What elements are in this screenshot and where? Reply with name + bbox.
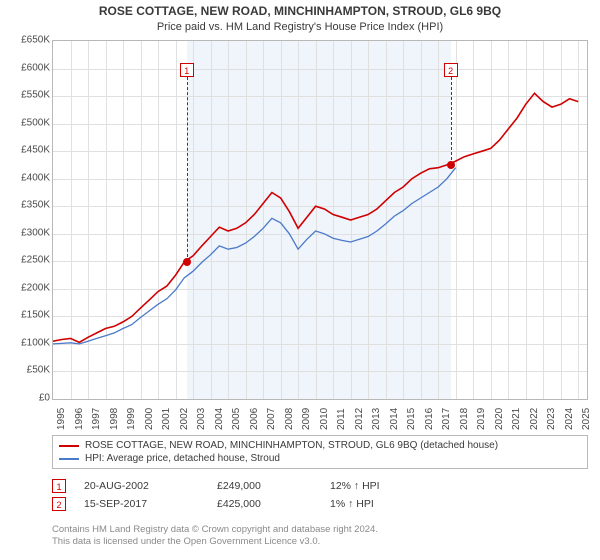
transaction-marker: 1 — [52, 479, 66, 493]
x-axis-tick: 2020 — [494, 408, 505, 430]
footnote: Contains HM Land Registry data © Crown c… — [52, 524, 378, 549]
x-axis-tick: 2015 — [406, 408, 417, 430]
transaction-row: 2 15-SEP-2017 £425,000 1% ↑ HPI — [52, 495, 588, 513]
y-axis-tick: £300K — [4, 227, 50, 238]
transaction-date: 15-SEP-2017 — [84, 498, 199, 510]
marker-dot — [183, 258, 191, 266]
x-axis-tick: 1998 — [109, 408, 120, 430]
x-axis-tick: 2000 — [144, 408, 155, 430]
x-axis-tick: 2002 — [179, 408, 190, 430]
plot-area: 12 — [52, 40, 588, 400]
footnote-line: Contains HM Land Registry data © Crown c… — [52, 524, 378, 536]
x-axis-tick: 2001 — [161, 408, 172, 430]
x-axis-tick: 2013 — [371, 408, 382, 430]
transaction-row: 1 20-AUG-2002 £249,000 12% ↑ HPI — [52, 477, 588, 495]
y-axis-tick: £200K — [4, 282, 50, 293]
x-axis-tick: 2005 — [231, 408, 242, 430]
marker-line — [451, 77, 452, 165]
series-hpi — [53, 168, 456, 344]
x-axis-tick: 2011 — [336, 408, 347, 430]
x-axis-tick: 2019 — [476, 408, 487, 430]
legend-item: HPI: Average price, detached house, Stro… — [59, 452, 581, 465]
x-axis-tick: 2021 — [511, 408, 522, 430]
x-axis-tick: 2014 — [389, 408, 400, 430]
marker-badge: 2 — [444, 63, 458, 77]
transaction-price: £249,000 — [217, 480, 312, 492]
marker-line — [187, 77, 188, 262]
x-axis-tick: 2006 — [249, 408, 260, 430]
transactions-table: 1 20-AUG-2002 £249,000 12% ↑ HPI 2 15-SEP-201… — [52, 477, 588, 513]
y-axis-tick: £0 — [4, 393, 50, 404]
x-axis-tick: 2004 — [214, 408, 225, 430]
chart-subtitle: Price paid vs. HM Land Registry's House … — [0, 20, 600, 33]
x-axis-tick: 2017 — [441, 408, 452, 430]
x-axis-tick: 2007 — [266, 408, 277, 430]
x-axis-tick: 2025 — [581, 408, 592, 430]
marker-dot — [447, 161, 455, 169]
y-axis-tick: £400K — [4, 172, 50, 183]
chart-container: ROSE COTTAGE, NEW ROAD, MINCHINHAMPTON, … — [0, 0, 600, 560]
marker-badge: 1 — [180, 63, 194, 77]
y-axis-tick: £450K — [4, 145, 50, 156]
line-series — [53, 41, 587, 399]
x-axis-tick: 2009 — [301, 408, 312, 430]
transaction-marker: 2 — [52, 497, 66, 511]
legend-item: ROSE COTTAGE, NEW ROAD, MINCHINHAMPTON, … — [59, 439, 581, 452]
y-axis-tick: £650K — [4, 35, 50, 46]
legend-swatch — [59, 445, 79, 447]
x-axis-tick: 2024 — [564, 408, 575, 430]
x-axis-tick: 2023 — [546, 408, 557, 430]
x-axis-tick: 2018 — [459, 408, 470, 430]
footnote-line: This data is licensed under the Open Gov… — [52, 536, 378, 548]
transaction-hpi-delta: 1% ↑ HPI — [330, 498, 374, 510]
y-axis-tick: £350K — [4, 200, 50, 211]
y-axis-tick: £100K — [4, 337, 50, 348]
x-axis-tick: 2010 — [319, 408, 330, 430]
y-axis-tick: £50K — [4, 365, 50, 376]
transaction-date: 20-AUG-2002 — [84, 480, 199, 492]
legend-label: ROSE COTTAGE, NEW ROAD, MINCHINHAMPTON, … — [85, 439, 498, 452]
x-axis-tick: 1996 — [74, 408, 85, 430]
y-axis-tick: £500K — [4, 117, 50, 128]
transaction-hpi-delta: 12% ↑ HPI — [330, 480, 380, 492]
chart-title: ROSE COTTAGE, NEW ROAD, MINCHINHAMPTON, … — [0, 0, 600, 20]
x-axis-tick: 2016 — [424, 408, 435, 430]
x-axis-tick: 1997 — [91, 408, 102, 430]
x-axis-tick: 2012 — [354, 408, 365, 430]
x-axis-tick: 1995 — [56, 408, 67, 430]
y-axis-tick: £250K — [4, 255, 50, 266]
x-axis-tick: 2008 — [284, 408, 295, 430]
transaction-price: £425,000 — [217, 498, 312, 510]
x-axis-tick: 1999 — [126, 408, 137, 430]
legend-label: HPI: Average price, detached house, Stro… — [85, 452, 280, 465]
series-property — [53, 93, 578, 342]
x-axis-tick: 2003 — [196, 408, 207, 430]
legend-swatch — [59, 458, 79, 460]
x-axis-tick: 2022 — [529, 408, 540, 430]
y-axis-tick: £550K — [4, 90, 50, 101]
y-axis-tick: £150K — [4, 310, 50, 321]
y-axis-tick: £600K — [4, 62, 50, 73]
legend: ROSE COTTAGE, NEW ROAD, MINCHINHAMPTON, … — [52, 435, 588, 469]
